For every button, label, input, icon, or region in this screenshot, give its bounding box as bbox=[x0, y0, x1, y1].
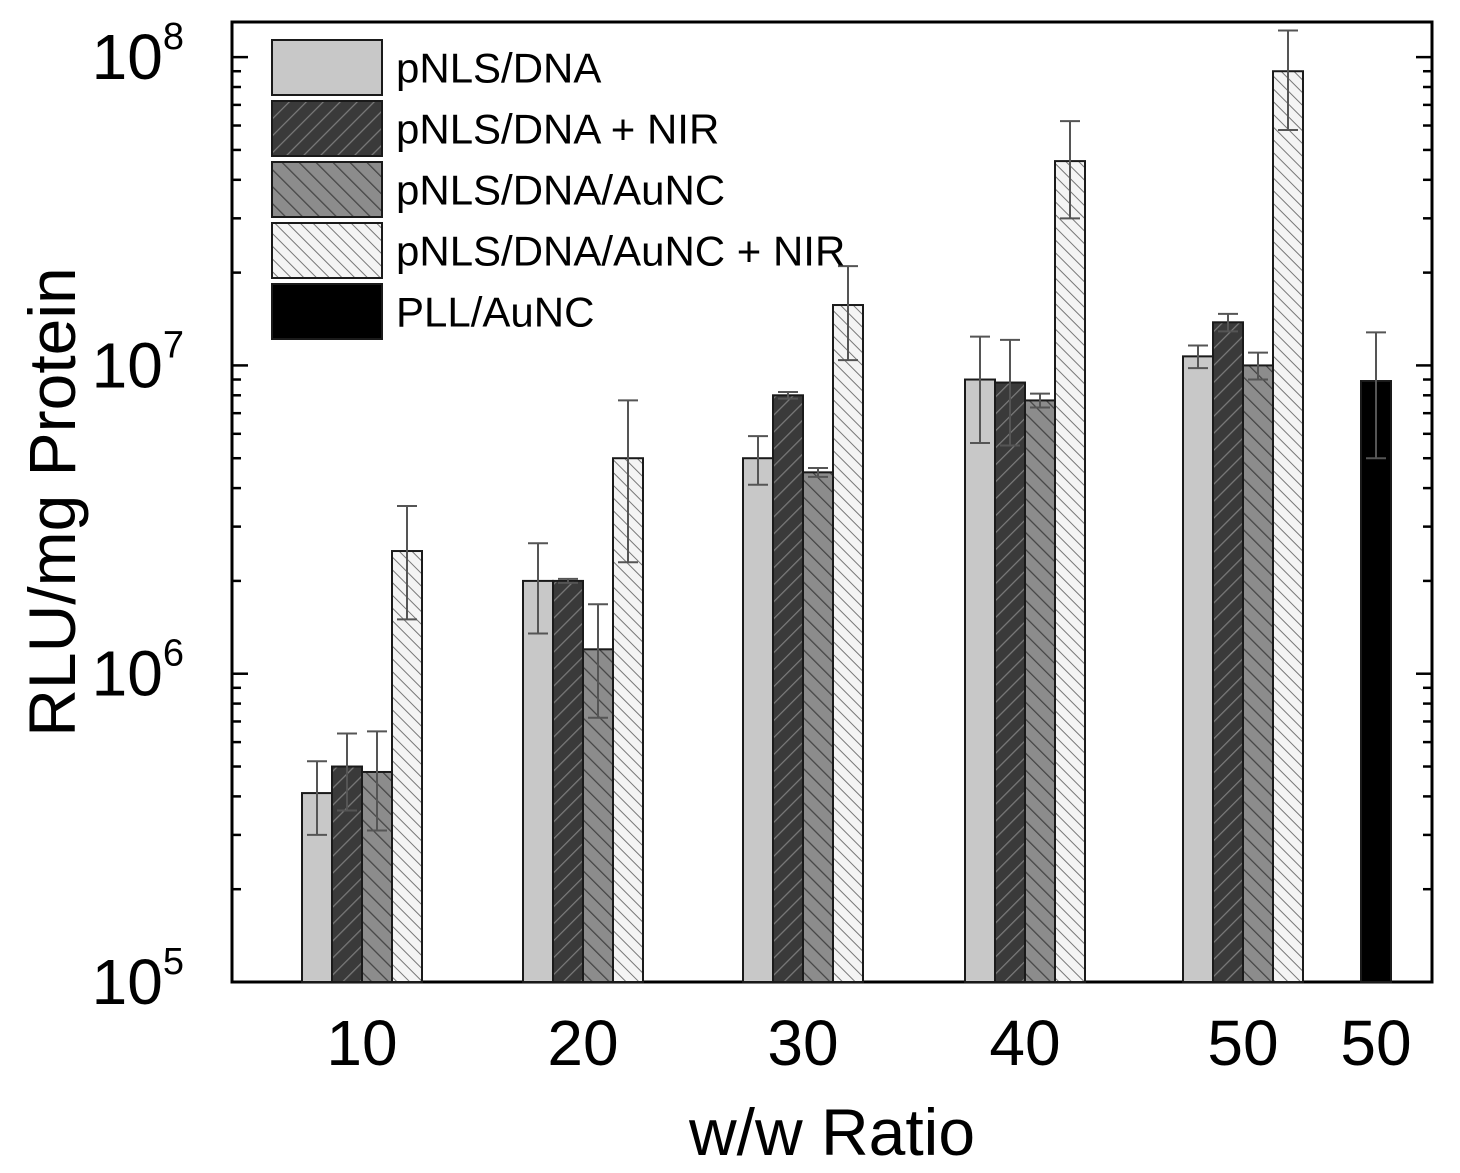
legend-label: pNLS/DNA/AuNC bbox=[396, 167, 725, 214]
legend-swatch bbox=[271, 283, 383, 340]
legend-label: pNLS/DNA bbox=[396, 45, 601, 92]
x-tick-label: 10 bbox=[326, 1007, 397, 1079]
legend-swatch bbox=[271, 100, 383, 157]
bar-pnls-dna-aunc-nir-50 bbox=[1272, 70, 1304, 983]
y-tick-label: 108 bbox=[92, 16, 184, 93]
bar-pnls-dna-20 bbox=[522, 579, 554, 984]
bar-pnls-dna-nir-20 bbox=[552, 579, 584, 984]
x-tick-label: 50 bbox=[1340, 1007, 1411, 1079]
legend-label: PLL/AuNC bbox=[396, 289, 594, 336]
x-tick-label: 40 bbox=[989, 1007, 1060, 1079]
legend-label: pNLS/DNA + NIR bbox=[396, 106, 719, 153]
bar-pnls-dna-nir-30 bbox=[772, 394, 804, 983]
bar-pnls-dna-nir-50 bbox=[1212, 321, 1244, 983]
bar-pnls-dna-aunc-nir-30 bbox=[832, 304, 864, 983]
x-tick-label: 50 bbox=[1207, 1007, 1278, 1079]
x-tick-label: 30 bbox=[767, 1007, 838, 1079]
y-tick-label: 107 bbox=[92, 324, 184, 401]
bar-pnls-dna-aunc-50 bbox=[1242, 364, 1274, 983]
legend: pNLS/DNA pNLS/DNA + NIR pNLS/DNA/AuNC pNLS/… bbox=[271, 39, 845, 340]
y-tick-label: 106 bbox=[92, 633, 184, 710]
bar-pnls-dna-40 bbox=[964, 378, 996, 983]
legend-label: pNLS/DNA/AuNC + NIR bbox=[396, 228, 845, 275]
bar-pll-aunc-50 bbox=[1360, 380, 1392, 983]
legend-swatch bbox=[271, 39, 383, 96]
bar-pnls-dna-aunc-40 bbox=[1024, 399, 1056, 984]
axes: 105 106 107 108 10 20 30 40 50 50 w/w Ratio RLU/mg … bbox=[15, 16, 1432, 1169]
legend-swatch bbox=[271, 222, 383, 279]
bar-pnls-dna-nir-40 bbox=[994, 381, 1026, 983]
y-tick-label: 105 bbox=[92, 941, 184, 1018]
bar-pnls-dna-aunc-30 bbox=[802, 471, 834, 983]
error-bars bbox=[307, 29, 1386, 836]
x-tick-label: 20 bbox=[547, 1007, 618, 1079]
legend-swatch bbox=[271, 161, 383, 218]
bar-pnls-dna-30 bbox=[742, 457, 774, 984]
bar-pnls-dna-aunc-nir-40 bbox=[1054, 160, 1086, 984]
x-axis-title: w/w Ratio bbox=[688, 1095, 975, 1169]
y-axis-title: RLU/mg Protein bbox=[15, 267, 89, 737]
bar-pnls-dna-50 bbox=[1182, 355, 1214, 984]
